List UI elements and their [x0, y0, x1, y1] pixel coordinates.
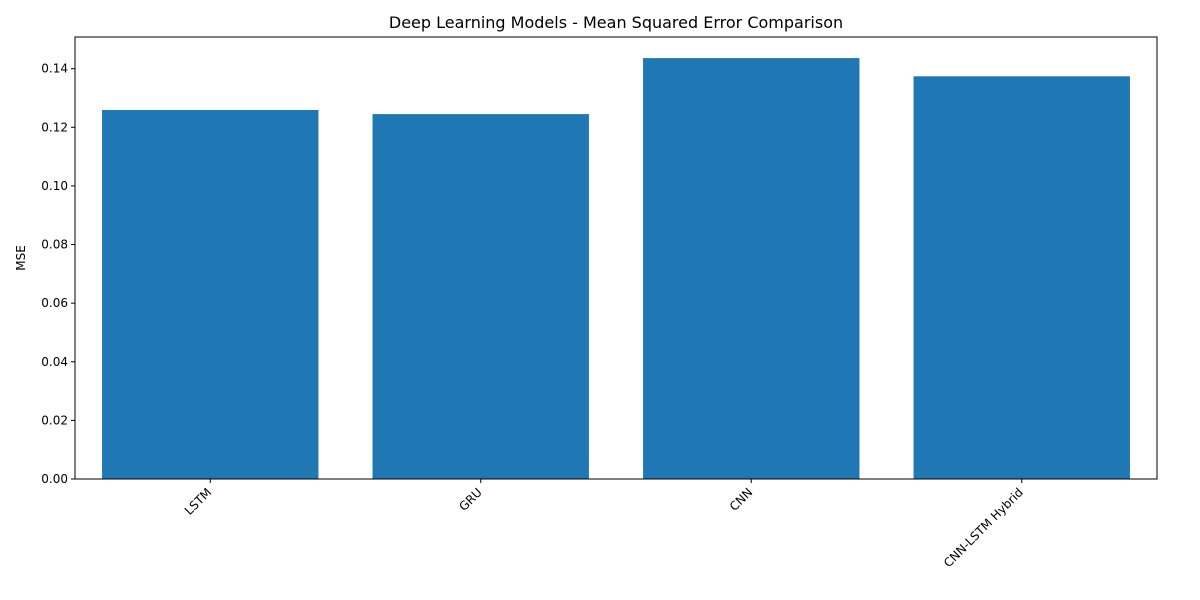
- chart-title: Deep Learning Models - Mean Squared Erro…: [389, 13, 843, 32]
- x-tick-label: LSTM: [182, 485, 215, 518]
- y-tick-label: 0.06: [41, 296, 68, 310]
- y-tick-label: 0.12: [41, 120, 68, 134]
- bar-gru: [372, 114, 589, 479]
- bars-layer: [102, 58, 1130, 479]
- plot-frame: [74, 36, 1158, 480]
- y-tick-label: 0.02: [41, 413, 68, 427]
- bar-cnn: [643, 58, 860, 479]
- x-tick-label: CNN: [727, 485, 756, 514]
- y-axis-label: MSE: [14, 245, 28, 271]
- y-tick-label: 0.08: [41, 238, 68, 252]
- y-ticks: 0.00 0.02 0.04 0.06 0.08 0.10 0.12 0.14: [41, 62, 75, 486]
- bar-cnn-lstm-hybrid: [913, 76, 1130, 479]
- x-tick-label: GRU: [456, 485, 485, 514]
- y-tick-label: 0.10: [41, 179, 68, 193]
- x-ticks: LSTM GRU CNN CNN-LSTM Hybrid: [182, 479, 1026, 570]
- x-tick-label: CNN-LSTM Hybrid: [941, 485, 1026, 570]
- y-tick-label: 0.14: [41, 62, 68, 76]
- y-tick-label: 0.04: [41, 355, 68, 369]
- bar-lstm: [102, 109, 319, 479]
- y-tick-label: 0.00: [41, 472, 68, 486]
